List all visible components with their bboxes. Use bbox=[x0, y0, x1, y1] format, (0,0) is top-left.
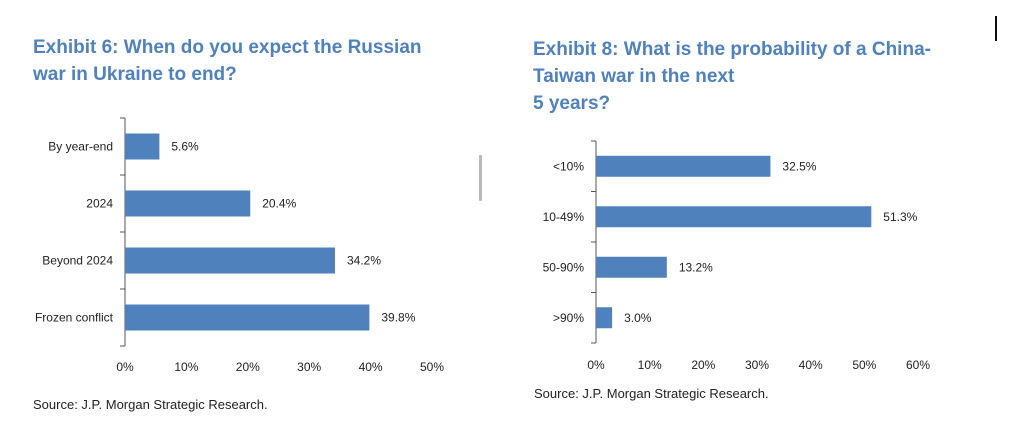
exhibit-6-x-tick-label: 0% bbox=[116, 360, 134, 374]
exhibit-8-x-tick-label: 10% bbox=[638, 358, 662, 372]
exhibit-8-title: Exhibit 8: What is the probability of a … bbox=[533, 36, 931, 117]
exhibit-8-data-label: 51.3% bbox=[883, 210, 917, 224]
exhibit-8-category-label: 10-49% bbox=[543, 210, 585, 224]
exhibit-6-data-label: 34.2% bbox=[347, 254, 381, 268]
exhibit-8-x-tick-label: 20% bbox=[691, 358, 715, 372]
exhibit-6-bar bbox=[125, 304, 370, 331]
exhibit-6-title-line-1: Exhibit 6: When do you expect the Russia… bbox=[33, 37, 422, 58]
exhibit-6-title: Exhibit 6: When do you expect the Russia… bbox=[33, 34, 422, 88]
exhibit-6-data-label: 5.6% bbox=[171, 140, 199, 154]
exhibit-6-category-label: By year-end bbox=[48, 140, 113, 154]
exhibit-8-data-label: 32.5% bbox=[782, 159, 816, 173]
exhibit-8-bar bbox=[596, 206, 872, 228]
exhibit-8-data-label: 3.0% bbox=[624, 311, 652, 325]
exhibit-8-bar bbox=[596, 307, 613, 329]
exhibit-6-category-label: 2024 bbox=[86, 197, 113, 211]
exhibit-6-title-line-2: war in Ukraine to end? bbox=[33, 64, 237, 85]
exhibit-6-x-tick-label: 40% bbox=[359, 360, 383, 374]
scrollbar-handle[interactable] bbox=[479, 155, 482, 201]
exhibit-6-x-tick-label: 50% bbox=[420, 360, 444, 374]
exhibit-8-source: Source: J.P. Morgan Strategic Research. bbox=[534, 386, 769, 401]
exhibit-6-source: Source: J.P. Morgan Strategic Research. bbox=[33, 397, 268, 412]
exhibit-6-category-label: Frozen conflict bbox=[35, 311, 114, 325]
exhibit-8-x-tick-label: 0% bbox=[587, 358, 605, 372]
exhibit-8-category-label: 50-90% bbox=[543, 260, 585, 274]
exhibit-8-bar bbox=[596, 155, 771, 177]
exhibit-6-bar bbox=[125, 247, 335, 274]
exhibit-6-x-tick-label: 30% bbox=[297, 360, 321, 374]
exhibit-8-x-tick-label: 30% bbox=[745, 358, 769, 372]
exhibit-6-data-label: 20.4% bbox=[262, 197, 296, 211]
exhibit-8-category-label: <10% bbox=[553, 159, 584, 173]
exhibit-8-title-line-2: Taiwan war in the next bbox=[533, 66, 735, 87]
exhibit-8-category-label: >90% bbox=[553, 311, 584, 325]
exhibit-8-x-tick-label: 60% bbox=[906, 358, 930, 372]
exhibit-8-x-tick-label: 50% bbox=[852, 358, 876, 372]
exhibit-8-bar bbox=[596, 256, 667, 278]
exhibit-8-x-tick-label: 40% bbox=[799, 358, 823, 372]
exhibit-8-data-label: 13.2% bbox=[679, 260, 713, 274]
exhibit-8-title-line-1: Exhibit 8: What is the probability of a … bbox=[533, 39, 931, 60]
exhibit-6-x-tick-label: 10% bbox=[174, 360, 198, 374]
exhibit-6-category-label: Beyond 2024 bbox=[42, 254, 113, 268]
exhibit-6-data-label: 39.8% bbox=[381, 311, 415, 325]
exhibit-8-title-line-3: 5 years? bbox=[533, 93, 611, 114]
exhibit-6-x-tick-label: 20% bbox=[236, 360, 260, 374]
exhibit-6-bar bbox=[125, 133, 160, 160]
text-cursor-mark bbox=[995, 16, 997, 41]
exhibit-6-bar bbox=[125, 190, 251, 217]
